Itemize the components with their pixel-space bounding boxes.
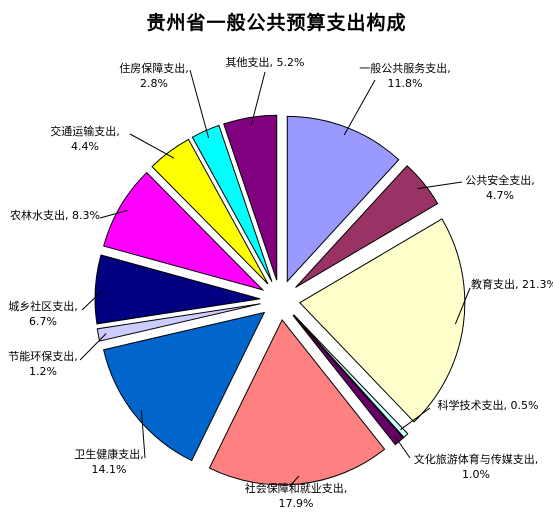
slice-label: 交通运输支出, 4.4%: [50, 124, 120, 153]
slice-label: 节能环保支出, 1.2%: [8, 349, 78, 378]
labels-layer: 一般公共服务支出, 11.8% 公共安全支出, 4.7% 教育支出, 21.3% 科学技术…: [8, 55, 553, 510]
leader-line: [189, 69, 210, 139]
leader-line: [454, 287, 471, 325]
slice-label: 教育支出, 21.3%: [471, 277, 553, 291]
leader-line: [393, 434, 411, 459]
pie-slice: [286, 115, 400, 283]
slice-label: 其他支出, 5.2%: [226, 55, 305, 69]
pie-slice: [299, 218, 466, 423]
pie-slice: [208, 318, 386, 486]
pie-slice: [96, 303, 261, 342]
slice-label: 卫生健康支出, 14.1%: [74, 447, 144, 476]
pie-slice: [223, 114, 278, 281]
chart-title: 贵州省一般公共预算支出构成: [146, 12, 407, 34]
pie-slice: [295, 165, 439, 288]
slice-label: 城乡社区支出, 6.7%: [8, 299, 78, 328]
pie-slice: [191, 124, 273, 282]
slice-label: 科学技术支出, 0.5%: [438, 398, 539, 412]
slice-label: 住房保障支出, 2.8%: [119, 61, 189, 90]
pie-slice: [293, 314, 409, 439]
pie-slice: [292, 314, 404, 446]
leader-line: [289, 475, 300, 487]
leader-line: [79, 333, 107, 361]
leader-line: [400, 407, 431, 431]
slice-label: 公共安全支出, 4.7%: [465, 173, 535, 202]
slice-label: 文化旅游体育与传媒支出, 1.0%: [414, 452, 539, 481]
slice-label: 农林水支出, 8.3%: [10, 208, 100, 222]
leader-line: [81, 289, 104, 311]
leader-lines-layer: [79, 69, 471, 487]
pie-slice: [103, 311, 266, 462]
pie-slice: [103, 171, 265, 291]
leader-line: [417, 181, 463, 190]
slice-label: 社会保障和就业支出, 17.9%: [245, 481, 348, 510]
pie-slice: [94, 254, 261, 325]
leader-line: [250, 71, 266, 126]
leader-line: [140, 410, 146, 459]
leader-line: [129, 133, 175, 159]
pie-slice: [151, 138, 269, 285]
leader-line: [99, 210, 128, 219]
slice-label: 一般公共服务支出, 11.8%: [359, 61, 451, 90]
leader-line: [343, 79, 376, 136]
slices-layer: [94, 114, 466, 486]
